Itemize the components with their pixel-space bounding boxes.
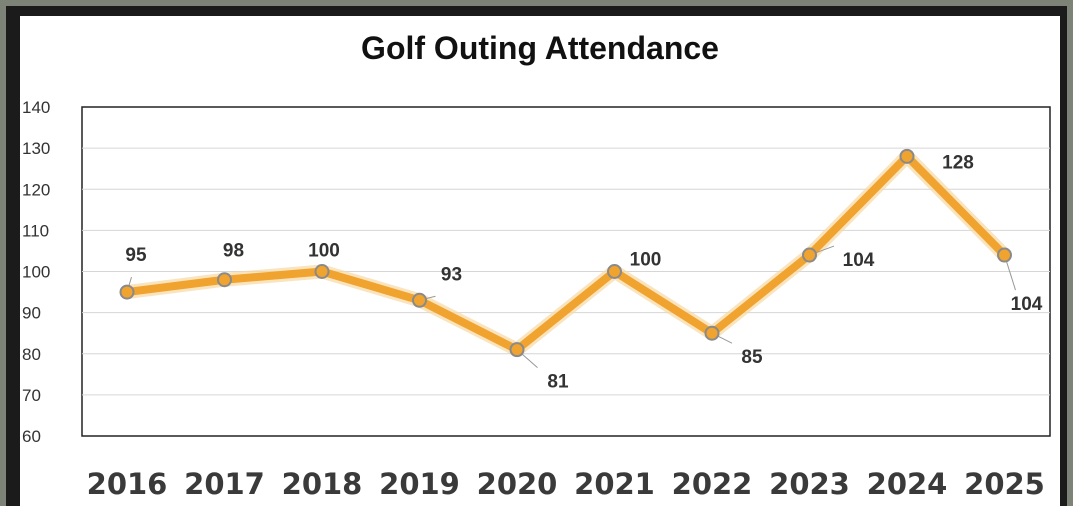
data-label: 100 — [630, 250, 662, 271]
x-tick-label: 2025 — [964, 467, 1045, 501]
data-label: 100 — [308, 241, 340, 262]
x-tick-label: 2022 — [672, 467, 753, 501]
data-point-marker — [704, 325, 720, 341]
chart-frame: Golf Outing Attendance 60 70 80 90 100 110 120… — [6, 6, 1067, 506]
data-label: 85 — [741, 347, 763, 368]
data-label: 95 — [125, 245, 147, 266]
data-point-marker — [607, 264, 622, 279]
data-point-marker — [217, 272, 232, 288]
data-label: 98 — [223, 241, 244, 262]
y-tick-label: 100 — [22, 263, 50, 282]
data-point-marker — [509, 342, 525, 358]
x-tick-label: 2017 — [184, 467, 265, 501]
y-tick-label: 60 — [22, 427, 41, 446]
data-label: 81 — [547, 372, 569, 393]
data-point-marker — [314, 264, 330, 279]
y-tick-label: 140 — [22, 98, 50, 117]
x-tick-label: 2018 — [282, 467, 363, 501]
data-label: 128 — [942, 152, 974, 173]
series-line — [123, 152, 1009, 354]
data-label: 104 — [1011, 294, 1043, 315]
data-point-marker — [899, 148, 915, 164]
y-tick-label: 120 — [22, 180, 50, 199]
x-tick-label: 2016 — [87, 467, 168, 501]
data-point-marker — [802, 247, 817, 263]
y-tick-label: 90 — [22, 304, 41, 323]
y-tick-label: 80 — [22, 345, 41, 364]
data-point-marker — [997, 247, 1012, 263]
data-point-marker — [412, 292, 427, 308]
data-label: 104 — [843, 250, 875, 271]
y-tick-label: 130 — [22, 139, 50, 158]
x-tick-label: 2024 — [867, 467, 948, 501]
x-tick-label: 2021 — [574, 467, 655, 501]
line-chart: 60 70 80 90 100 110 120 130 140 2016 2017 2018 2019 2… — [22, 98, 1051, 501]
x-tick-label: 2019 — [379, 467, 460, 501]
data-point-marker — [119, 284, 135, 300]
y-tick-label: 70 — [22, 386, 41, 405]
data-label: 93 — [441, 264, 462, 285]
chart-panel: Golf Outing Attendance 60 70 80 90 100 110 120… — [20, 16, 1060, 506]
chart-title: Golf Outing Attendance — [361, 30, 719, 66]
x-tick-label: 2023 — [769, 467, 850, 501]
x-tick-label: 2020 — [477, 467, 558, 501]
y-tick-label: 110 — [22, 221, 49, 240]
